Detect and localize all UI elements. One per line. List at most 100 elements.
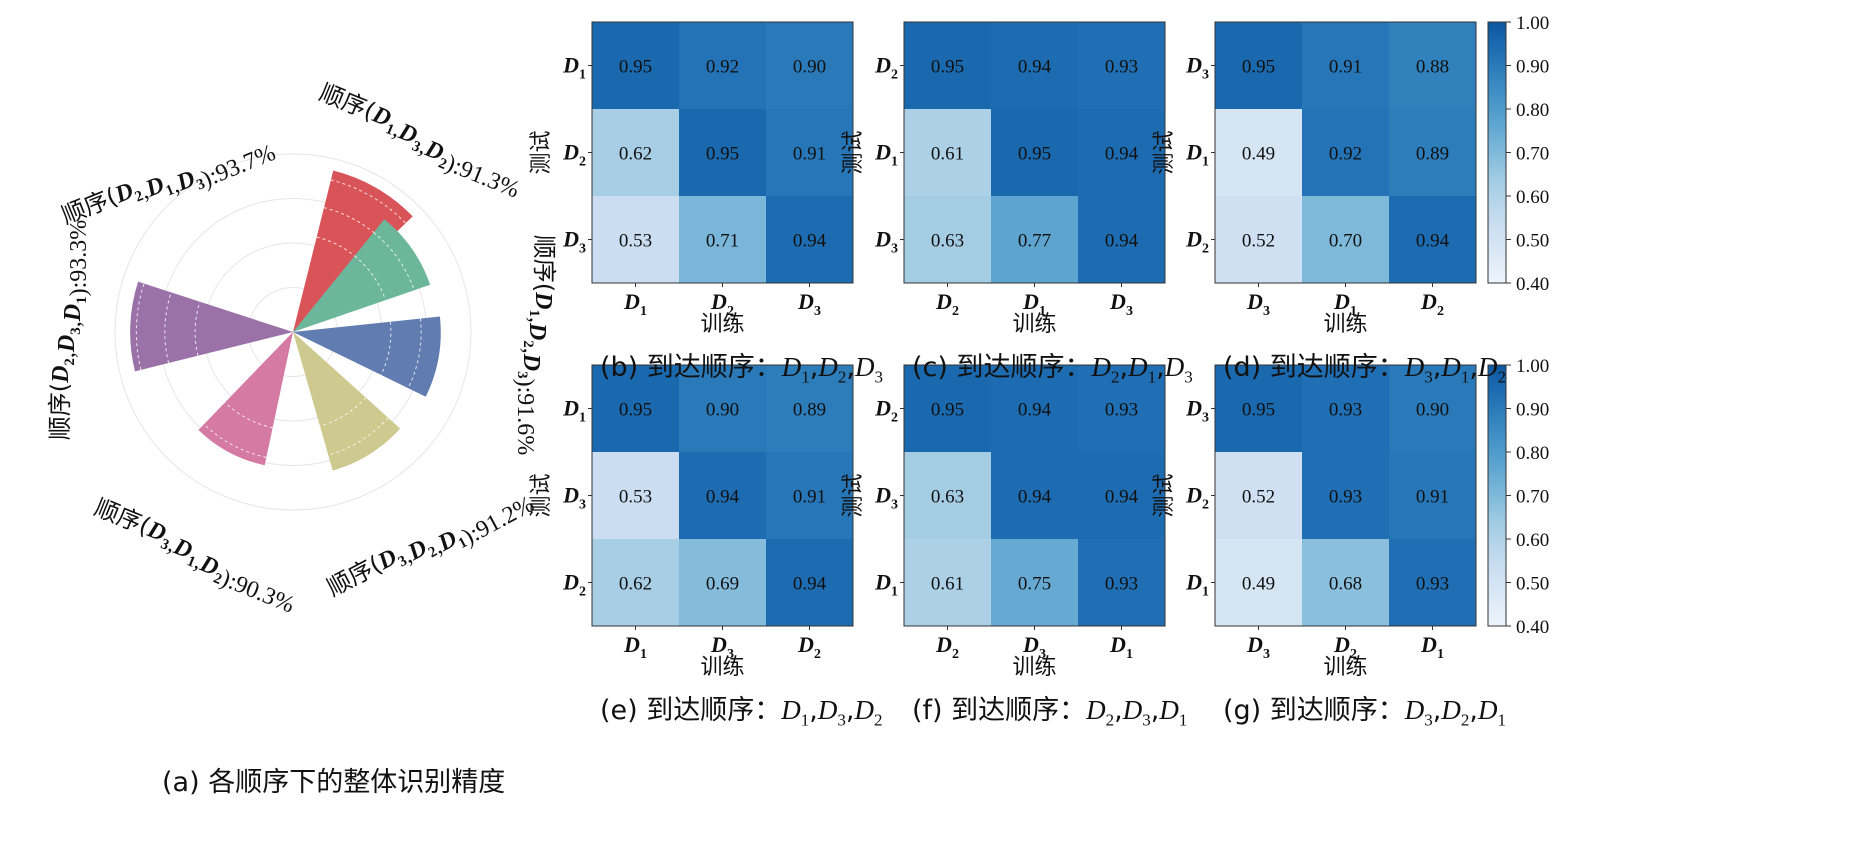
heatmap-cell-value: 0.95 <box>1242 400 1275 421</box>
heatmap-cell <box>766 109 853 196</box>
heatmap-cell <box>1302 365 1389 452</box>
caption-prefix: (c) 到达顺序： <box>912 352 1092 383</box>
colorbar-bar <box>1487 364 1507 627</box>
x-tick-label: D3 <box>1246 289 1270 319</box>
heatmap-cell-value: 0.93 <box>1416 574 1449 595</box>
heatmap-cell-value: 0.68 <box>1329 574 1362 595</box>
heatmap-cell-value: 0.93 <box>1329 487 1362 508</box>
y-axis-label: 测试 <box>529 473 554 517</box>
y-tick-label: D2 <box>562 570 586 600</box>
heatmap-cell <box>1389 22 1476 109</box>
heatmap-cell <box>1215 196 1302 283</box>
colorbars: 0.40 0.50 0.60 0.70 0.80 0.90 1.00 0.40 0.50 0.60… <box>1487 13 1549 638</box>
x-tick-label: D1 <box>623 289 647 319</box>
caption-dataset: D1 <box>1477 695 1506 730</box>
heatmap-cell-value: 0.94 <box>1105 231 1139 252</box>
heatmap-cell <box>1078 539 1165 626</box>
heatmap-cell-value: 0.62 <box>619 144 652 165</box>
heatmap-cell <box>904 452 991 539</box>
heatmap-cell-value: 0.63 <box>931 231 964 252</box>
y-axis-label: 测试 <box>841 473 866 517</box>
heatmap-cell-value: 0.95 <box>619 400 652 421</box>
polar-sector <box>293 219 431 332</box>
heatmap-cell-value: 0.89 <box>793 400 826 421</box>
heatmap-cell <box>1215 109 1302 196</box>
polar-sector-gridline <box>319 397 367 427</box>
x-tick-label: D3 <box>797 289 821 319</box>
heatmap-cell-value: 0.49 <box>1242 574 1275 595</box>
caption-dataset: D3 <box>1122 695 1151 730</box>
polar-sector <box>293 170 413 332</box>
heatmap-cell <box>1389 452 1476 539</box>
heatmap-cell-value: 0.95 <box>931 57 964 78</box>
heatmap-cell <box>592 365 679 452</box>
x-axis-label: 训练 <box>1323 312 1367 337</box>
y-axis-label: 测试 <box>529 130 554 174</box>
heatmap-cell-value: 0.90 <box>1416 400 1449 421</box>
heatmap-cell <box>592 196 679 283</box>
polar-sector-gridline <box>373 232 415 291</box>
polar-sector-gridline <box>164 292 172 364</box>
heatmap-cell <box>679 452 766 539</box>
caption-d: (d) 到达顺序：D3,D1,D2 <box>1223 352 1506 387</box>
heatmap-cell <box>1215 539 1302 626</box>
heatmap-cell-value: 0.95 <box>619 57 652 78</box>
heatmap-cell <box>766 365 853 452</box>
x-axis-label: 训练 <box>700 312 744 337</box>
polar-sector-label: 顺序(D1,D2,D3):91.6% <box>512 235 558 456</box>
heatmap-cell-value: 0.95 <box>1018 144 1051 165</box>
y-axis-label: 测试 <box>1152 130 1177 174</box>
caption-dataset: D3 <box>854 352 883 387</box>
colorbar-tick-label: 0.80 <box>1516 100 1549 121</box>
heatmap-cell-value: 0.88 <box>1416 57 1449 78</box>
heatmap-cell <box>1078 365 1165 452</box>
caption-b: (b) 到达顺序：D1,D2,D3 <box>600 352 883 387</box>
colorbar-tick-label: 0.50 <box>1516 574 1549 595</box>
heatmap-cell-value: 0.49 <box>1242 144 1275 165</box>
caption-dataset: D3 <box>1404 695 1433 730</box>
heatmap-e: 0.95 0.90 0.89 0.53 0.94 0.91 0.62 0.69 0.94 D1 D3… <box>529 364 854 680</box>
heatmap-cell <box>1389 196 1476 283</box>
caption-g: (g) 到达顺序：D3,D2,D1 <box>1223 695 1506 730</box>
heatmap-cell <box>1389 365 1476 452</box>
x-tick-label: D2 <box>935 632 959 662</box>
heatmap-cell <box>904 196 991 283</box>
caption-dataset: D1 <box>1159 695 1188 730</box>
polar-sector-label: 顺序(D3,D2,D1):91.2% <box>322 474 538 618</box>
colorbar-tick-label: 0.40 <box>1516 274 1549 295</box>
polar-sector-gridline <box>224 402 273 429</box>
caption-dataset: D1 <box>1441 352 1470 387</box>
caption-f: (f) 到达顺序：D2,D3,D1 <box>912 695 1188 730</box>
x-tick-label: D3 <box>1109 289 1133 319</box>
caption-dataset: D2 <box>1091 352 1120 387</box>
heatmap-cell <box>1389 539 1476 626</box>
caption-c: (c) 到达顺序：D2,D1,D3 <box>912 352 1193 387</box>
heatmap-cell <box>991 22 1078 109</box>
heatmap-cell-value: 0.94 <box>1018 57 1052 78</box>
y-tick-label: D3 <box>562 483 586 513</box>
y-tick-label: D1 <box>1185 140 1209 170</box>
caption-dataset: D1 <box>1128 352 1157 387</box>
heatmap-cell-value: 0.94 <box>1018 487 1052 508</box>
heatmap-cell-value: 0.93 <box>1105 574 1138 595</box>
y-tick-label: D3 <box>1185 53 1209 83</box>
colorbar-tick-label: 0.90 <box>1516 57 1549 78</box>
heatmap-cell <box>1302 22 1389 109</box>
polar-sector-gridline <box>330 179 407 224</box>
caption-prefix: (g) 到达顺序： <box>1223 695 1405 726</box>
heatmap-cell <box>1215 365 1302 452</box>
heatmap-cell-value: 0.94 <box>793 574 827 595</box>
polar-grid-ring <box>114 153 472 511</box>
caption-dataset: D3 <box>817 695 846 730</box>
polar-sector <box>130 281 293 372</box>
y-tick-label: D2 <box>562 140 586 170</box>
caption-dataset: D2 <box>1086 695 1115 730</box>
heatmap-cell-value: 0.71 <box>706 231 739 252</box>
heatmap-cell <box>991 539 1078 626</box>
heatmap-cell-value: 0.92 <box>706 57 739 78</box>
colorbar-tick-label: 0.80 <box>1516 443 1549 464</box>
heatmap-cell <box>1302 196 1389 283</box>
polar-sector <box>293 316 441 397</box>
heatmap-cell <box>904 22 991 109</box>
heatmap-cell-value: 0.77 <box>1018 231 1051 252</box>
